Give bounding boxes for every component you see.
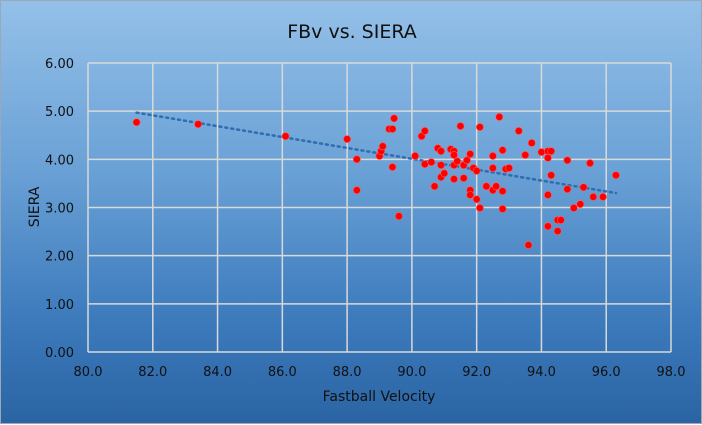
y-tick-label: 2.00 xyxy=(45,250,74,265)
y-tick-label: 0.00 xyxy=(45,346,74,361)
data-point xyxy=(505,164,513,172)
data-point xyxy=(388,125,397,133)
data-point xyxy=(411,152,420,160)
trendline xyxy=(135,111,618,195)
data-point xyxy=(472,166,481,175)
data-point xyxy=(599,193,607,201)
data-point xyxy=(488,164,497,172)
data-point xyxy=(544,191,552,199)
data-point xyxy=(547,171,556,180)
data-point xyxy=(579,183,588,192)
data-point xyxy=(472,195,481,204)
x-tick-label: 82.0 xyxy=(138,365,167,380)
x-tick-label: 86.0 xyxy=(268,365,297,380)
data-point xyxy=(453,157,462,166)
data-point xyxy=(586,159,594,168)
data-point xyxy=(430,182,439,191)
data-point xyxy=(498,205,507,213)
data-point xyxy=(459,174,468,183)
data-point xyxy=(194,120,203,129)
data-point xyxy=(466,150,475,158)
data-point xyxy=(450,175,458,183)
y-tick-label: 1.00 xyxy=(45,298,74,313)
data-point xyxy=(495,113,504,121)
data-point xyxy=(420,127,429,135)
data-point xyxy=(488,152,497,160)
x-tick-label: 90.0 xyxy=(397,365,426,380)
data-point xyxy=(612,171,620,180)
data-point xyxy=(569,204,578,212)
data-point xyxy=(576,200,585,209)
x-tick-label: 98.0 xyxy=(657,365,686,380)
x-tick-label: 94.0 xyxy=(527,365,556,380)
data-point xyxy=(420,160,429,169)
x-axis-label: Fastball Velocity xyxy=(323,389,436,405)
data-point xyxy=(556,216,565,224)
data-point xyxy=(132,118,141,127)
x-tick-label: 92.0 xyxy=(462,365,491,380)
data-point xyxy=(544,222,552,231)
data-point xyxy=(563,156,572,165)
data-point xyxy=(476,123,484,131)
data-point xyxy=(378,142,387,151)
x-tick-label: 96.0 xyxy=(592,365,621,380)
data-point xyxy=(476,204,484,212)
data-point xyxy=(482,182,491,191)
data-point xyxy=(281,132,290,141)
data-point xyxy=(544,153,552,162)
data-point xyxy=(514,127,523,135)
data-point xyxy=(437,161,445,170)
data-point xyxy=(390,114,398,123)
y-tick-label: 4.00 xyxy=(45,153,74,168)
data-point xyxy=(547,147,556,156)
data-point xyxy=(388,163,397,171)
y-tick-label: 5.00 xyxy=(45,105,74,120)
data-point xyxy=(437,147,445,156)
data-point xyxy=(498,187,507,196)
data-point xyxy=(463,156,471,165)
x-tick-label: 88.0 xyxy=(333,365,362,380)
x-tick-label: 80.0 xyxy=(74,365,103,380)
data-point xyxy=(492,182,500,191)
chart-title: FBv vs. SIERA xyxy=(287,21,417,43)
y-tick-label: 3.00 xyxy=(45,202,74,217)
data-point xyxy=(521,151,530,159)
data-point xyxy=(427,158,436,167)
data-point xyxy=(553,227,562,236)
data-point xyxy=(395,212,403,221)
data-point xyxy=(466,191,475,199)
data-point xyxy=(343,135,352,144)
data-point xyxy=(537,148,546,157)
data-point xyxy=(352,155,361,164)
x-tick-label: 84.0 xyxy=(203,365,232,380)
data-point xyxy=(456,122,465,130)
data-point xyxy=(589,193,598,201)
data-point xyxy=(352,186,361,195)
data-point xyxy=(450,151,458,159)
data-point xyxy=(440,169,449,178)
data-point xyxy=(563,185,572,194)
y-tick-label: 6.00 xyxy=(45,57,74,72)
data-point xyxy=(498,146,507,155)
data-point xyxy=(524,241,533,249)
data-point xyxy=(527,139,536,147)
y-axis-label: SIERA xyxy=(27,186,43,227)
